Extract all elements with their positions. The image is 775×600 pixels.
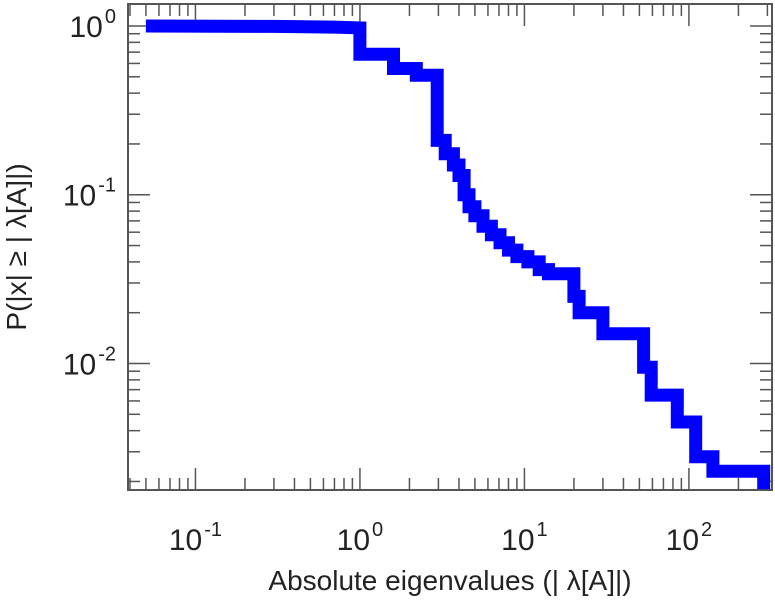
y-tick-label: 10 -2	[63, 344, 116, 382]
x-axis-title: Absolute eigenvalues (| λ[A]|)	[268, 565, 631, 596]
plot-frame	[127, 3, 773, 491]
y-tick-label: 10 0	[70, 6, 117, 44]
x-tick-label: 10 2	[666, 519, 713, 557]
y-axis-title: P(|x| ≥ | λ[A]|)	[1, 163, 32, 330]
tick-labels: 10 -1 10 0 10 1 10 2 10 0 10 -1 10 -2	[63, 6, 712, 557]
y-tick-label: 10 -1	[63, 175, 116, 213]
series-line-0	[145, 19, 771, 490]
x-tick-label: 10 0	[337, 519, 384, 557]
series-layer	[145, 19, 771, 490]
x-tick-label: 10 1	[501, 519, 548, 557]
x-tick-label: 10 -1	[169, 519, 222, 557]
